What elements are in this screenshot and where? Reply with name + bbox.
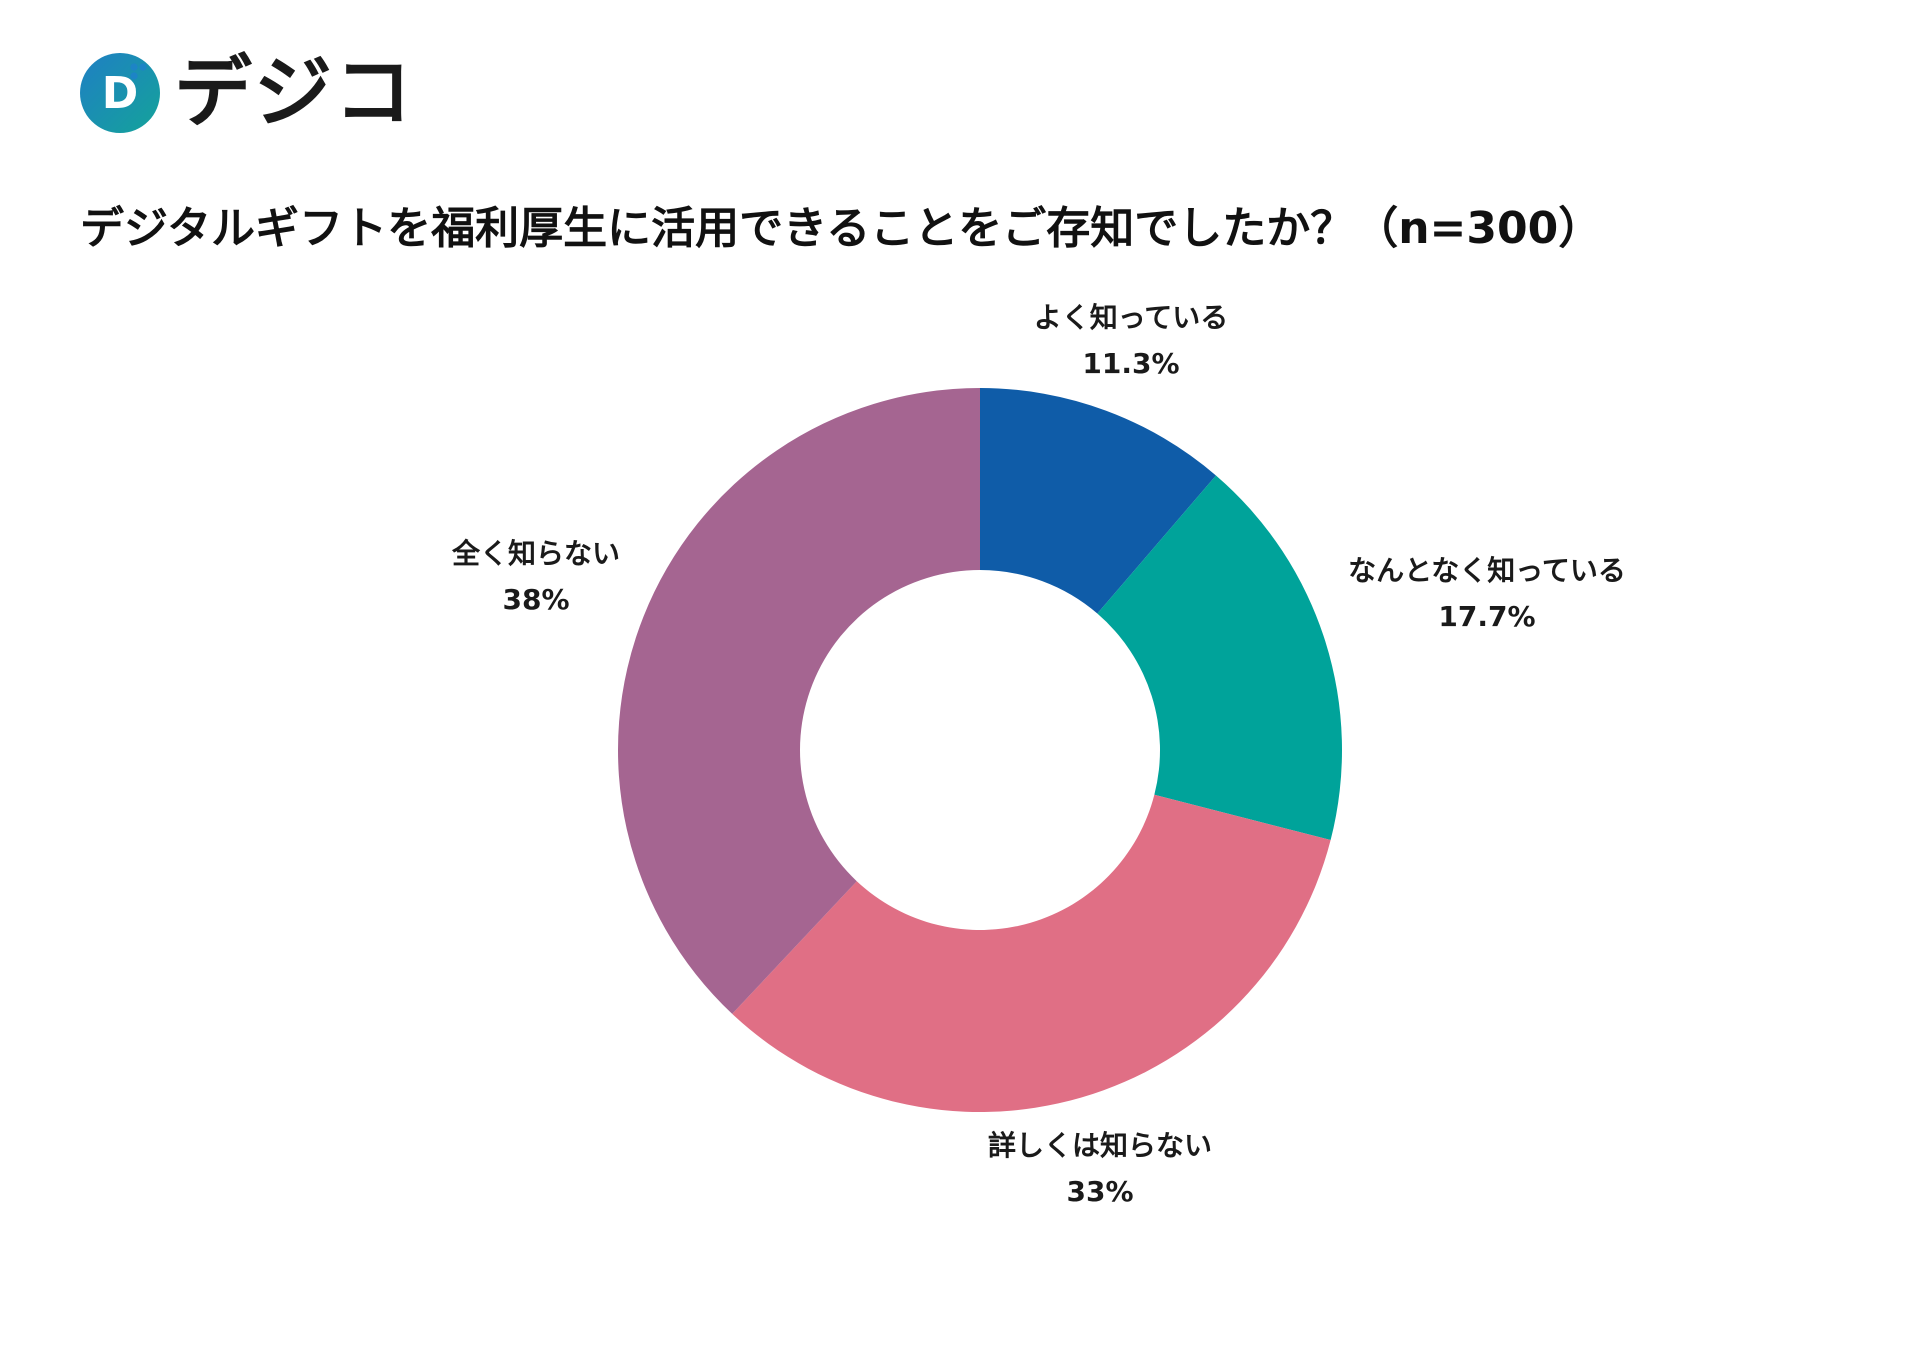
donut-slice-3 (732, 794, 1331, 1112)
slice-value-2: 17.7% (1438, 600, 1535, 633)
chart-title: デジタルギフトを福利厚生に活用できることをご存知でしたか？（n=300） (80, 203, 1603, 254)
slice-value-3: 33% (1066, 1175, 1133, 1208)
slice-label-3: 詳しくは知らない (988, 1129, 1212, 1162)
brand-mark-icon: D (80, 53, 160, 133)
donut-slice-4 (618, 388, 980, 1014)
donut-slice-1 (980, 388, 1216, 614)
slice-value-1: 11.3% (1082, 347, 1179, 380)
donut-slice-2 (1097, 475, 1342, 841)
brand-name: デジコ (174, 48, 415, 138)
slice-label-1: よく知っている (1034, 301, 1229, 334)
donut-slices (618, 388, 1342, 1112)
donut-labels: よく知っている 11.3% なんとなく知っている 17.7% 詳しくは知らない 33% 全く… (451, 301, 1626, 1208)
slice-label-2: なんとなく知っている (1348, 554, 1626, 587)
brand-logo: D デジコ (80, 52, 414, 134)
slice-label-4: 全く知らない (451, 537, 620, 570)
slice-value-4: 38% (502, 583, 569, 616)
